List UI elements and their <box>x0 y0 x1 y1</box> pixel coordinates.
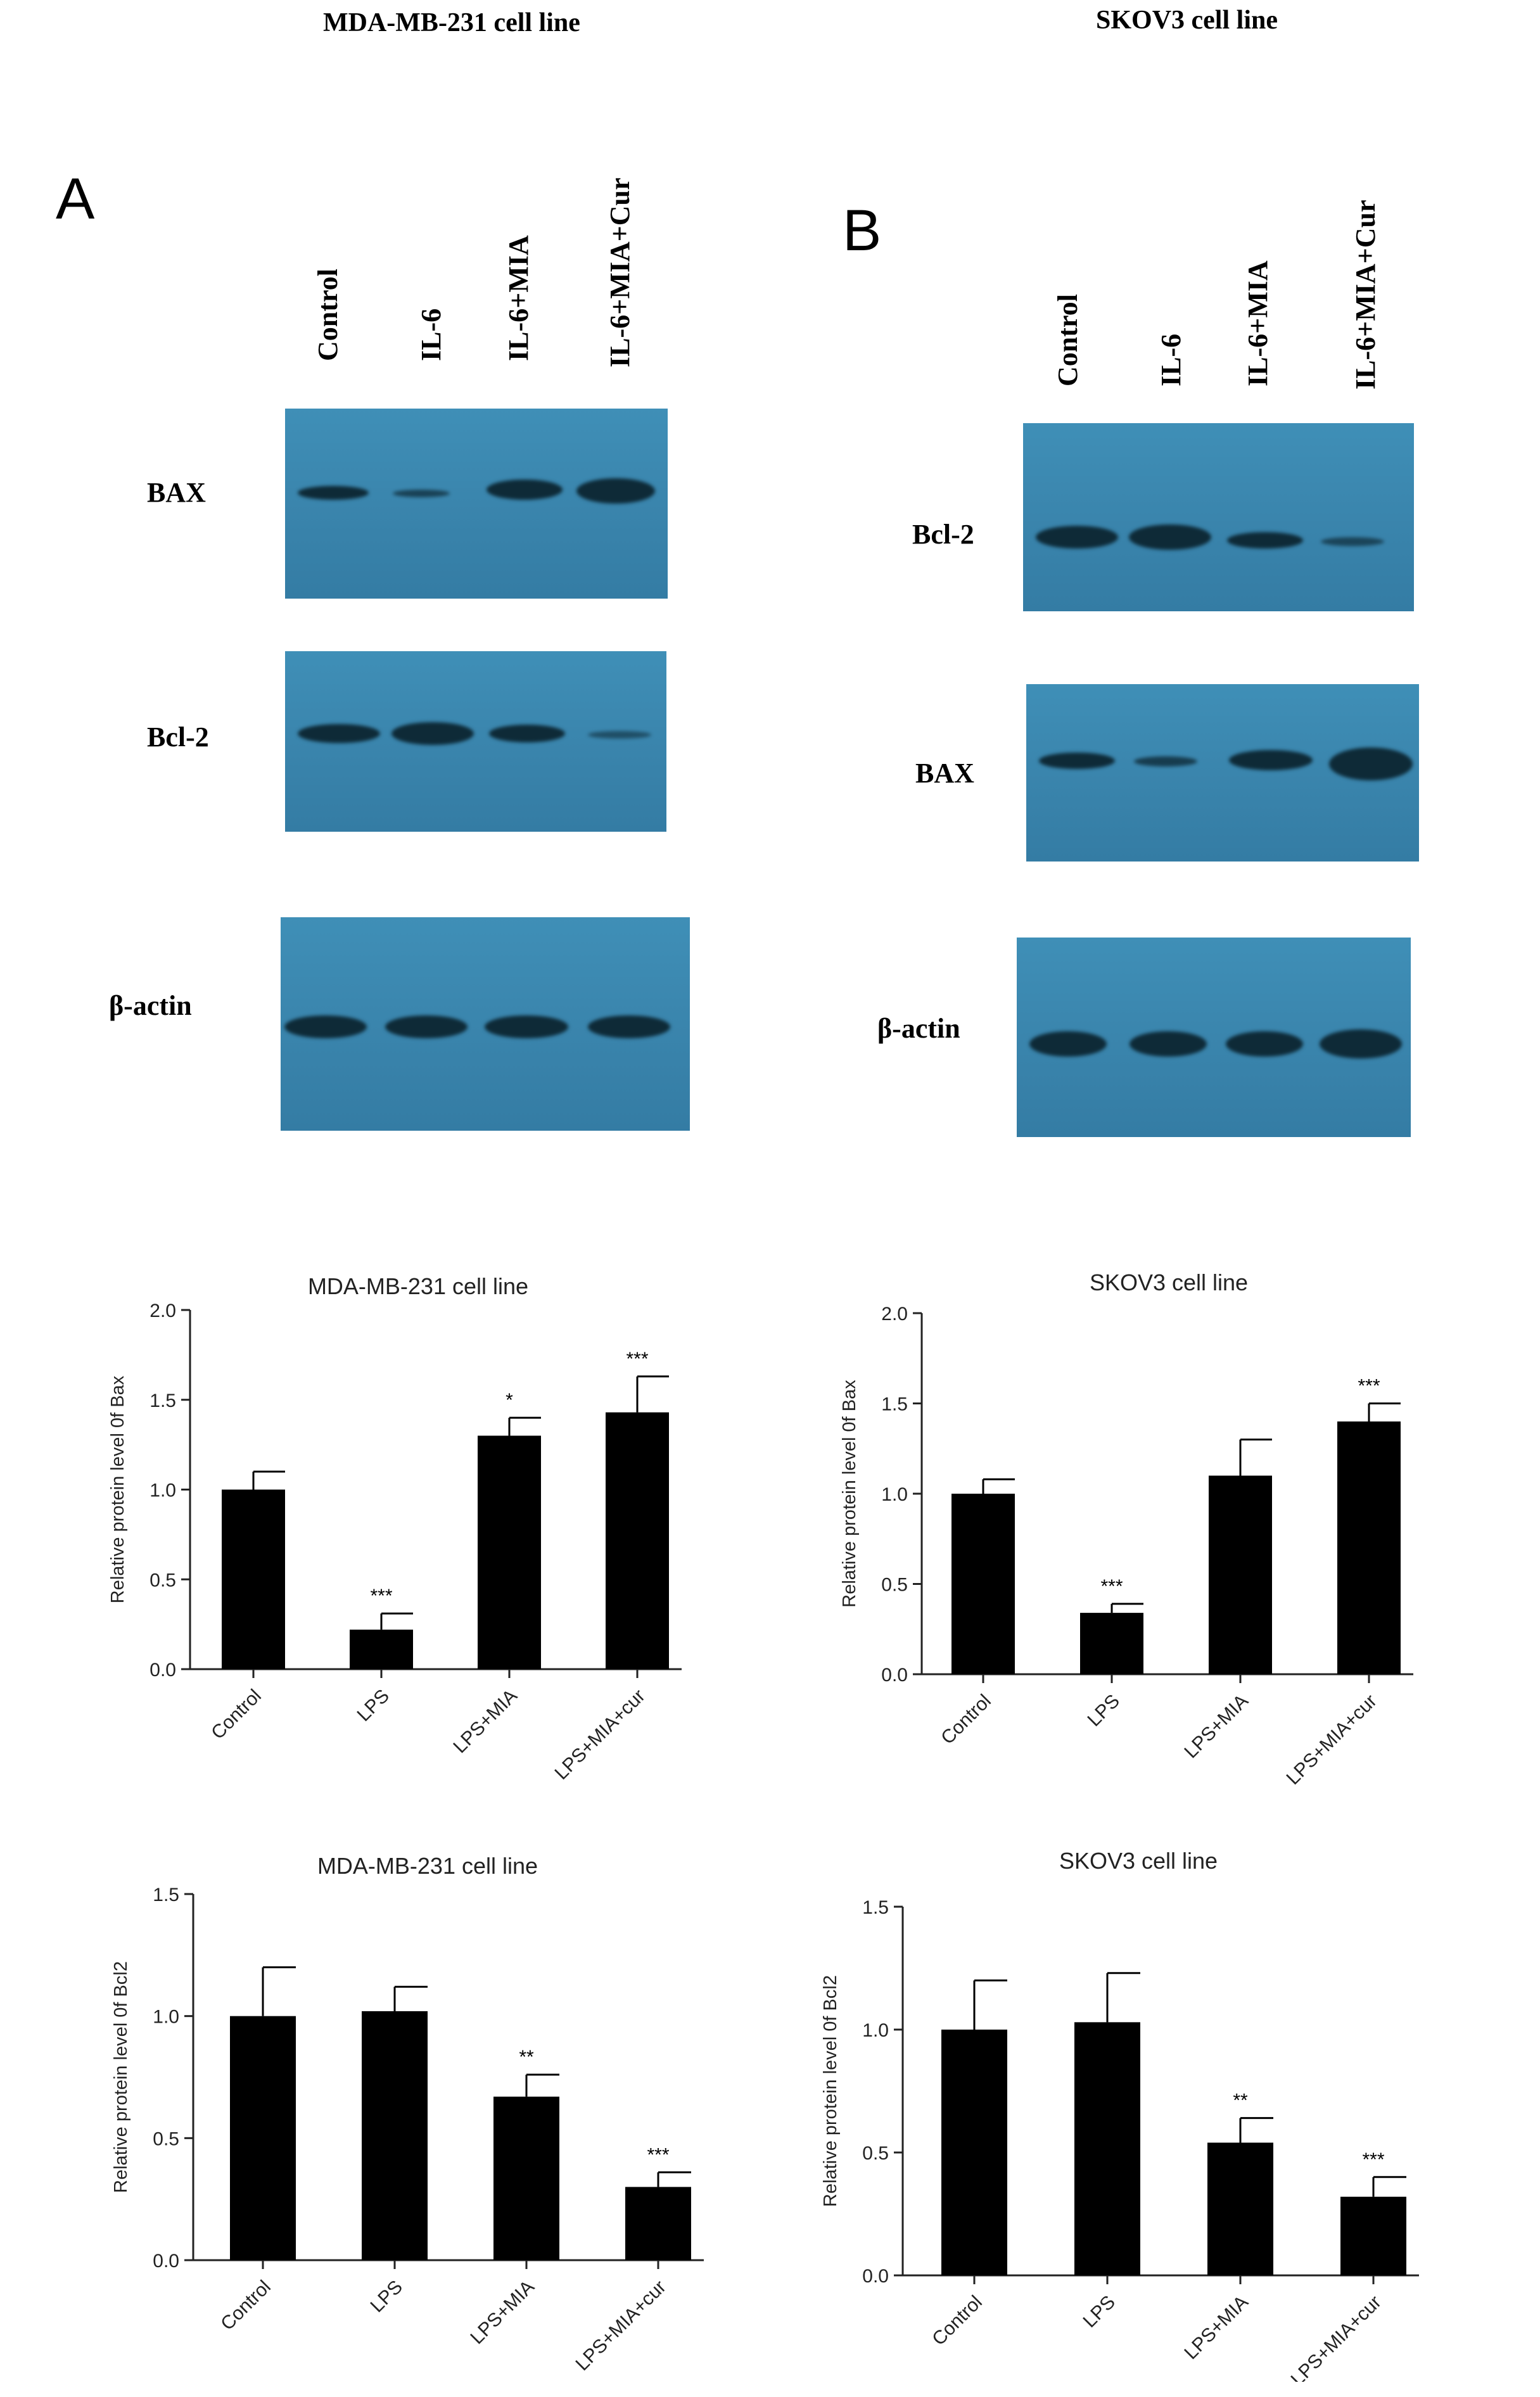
x-tick-label: LPS <box>367 2277 407 2317</box>
significance-label: * <box>506 1390 513 1411</box>
x-tick-label: LPS+MIA+cur <box>572 2277 670 2375</box>
significance-label: ** <box>519 2047 534 2068</box>
lane-label-control: Control <box>1052 294 1083 386</box>
y-tick-label: 0.0 <box>150 1660 176 1681</box>
chart-bcl2-skov3: SKOV3 cell line Relative protein level 0f… <box>820 1848 1419 2382</box>
y-tick-label: 1.0 <box>881 1484 908 1505</box>
bar <box>230 2016 296 2260</box>
lane-label-control: Control <box>312 269 343 361</box>
x-tick-label: Control <box>207 1686 265 1744</box>
bar <box>222 1489 285 1669</box>
x-tick-label: LPS <box>353 1686 393 1726</box>
blot-bax-a <box>285 409 668 599</box>
x-tick-label: LPS+MIA+cur <box>551 1686 649 1784</box>
bar <box>362 2011 428 2260</box>
y-tick-label: 1.0 <box>150 1480 176 1501</box>
y-tick-label: 0.5 <box>153 2128 179 2149</box>
bar <box>478 1435 541 1669</box>
bar <box>350 1629 413 1669</box>
y-tick-label: 0.0 <box>153 2251 179 2272</box>
y-tick-label: 1.5 <box>881 1394 908 1415</box>
y-tick-label: 0.0 <box>881 1665 908 1686</box>
bar <box>1340 2196 1406 2275</box>
x-tick-label: Control <box>217 2277 275 2335</box>
x-tick-label: LPS+MIA <box>1180 1691 1252 1763</box>
chart-title: MDA-MB-231 cell line <box>308 1273 528 1299</box>
y-axis-label: Relative protein level 0f Bcl2 <box>820 1975 841 2207</box>
x-tick-label: LPS+MIA <box>466 2277 538 2349</box>
y-tick-label: 0.5 <box>862 2143 889 2164</box>
significance-label: *** <box>370 1586 392 1606</box>
bar <box>606 1412 669 1669</box>
y-tick-label: 0.5 <box>881 1575 908 1596</box>
y-tick-label: 1.0 <box>862 2020 889 2041</box>
chart-title: MDA-MB-231 cell line <box>317 1853 538 1879</box>
x-tick-label: LPS <box>1079 2292 1119 2332</box>
x-tick-label: LPS+MIA <box>1180 2292 1252 2364</box>
bar <box>1080 1613 1143 1674</box>
significance-label: *** <box>626 1349 648 1370</box>
panel-a-title: MDA-MB-231 cell line <box>323 8 580 37</box>
blot-bcl2-a <box>285 651 666 832</box>
blot-bcl2-b <box>1023 423 1414 611</box>
chart-bcl2-mda: MDA-MB-231 cell line Relative protein lev… <box>111 1853 704 2375</box>
panel-a-letter: A <box>56 167 95 231</box>
blot-beta-actin-b <box>1017 938 1411 1137</box>
bar <box>1337 1421 1401 1674</box>
x-tick-label: LPS+MIA+cur <box>1283 1691 1381 1789</box>
y-axis-label: Relative protein level 0f Bcl2 <box>111 1961 131 2193</box>
x-tick-label: LPS+MIA <box>449 1686 521 1758</box>
y-tick-label: 1.5 <box>862 1897 889 1918</box>
y-tick-label: 1.5 <box>150 1390 176 1411</box>
bar <box>941 2030 1007 2275</box>
panel-b-title: SKOV3 cell line <box>1096 6 1278 35</box>
blot-label-beta-actin: β-actin <box>109 990 192 1021</box>
significance-label: *** <box>1100 1576 1123 1597</box>
y-axis-label: Relative protein level 0f Bax <box>839 1380 860 1608</box>
lane-label-il6: IL-6 <box>416 308 447 361</box>
chart-title: SKOV3 cell line <box>1090 1269 1248 1295</box>
y-tick-label: 2.0 <box>881 1304 908 1325</box>
bar <box>1074 2022 1140 2275</box>
significance-label: *** <box>1358 1376 1380 1397</box>
bar <box>1207 2142 1273 2275</box>
bar <box>951 1494 1015 1674</box>
bar <box>625 2187 691 2260</box>
chart-bax-mda: MDA-MB-231 cell line Relative protein lev… <box>108 1273 682 1784</box>
y-tick-label: 1.5 <box>153 1885 179 1905</box>
lane-label-il6-mia: IL-6+MIA <box>503 235 534 361</box>
blot-label-bax: BAX <box>147 477 206 508</box>
significance-label: *** <box>1362 2149 1384 2170</box>
panel-b-letter: B <box>843 198 882 263</box>
bar <box>1209 1475 1272 1674</box>
x-tick-label: Control <box>937 1691 995 1749</box>
chart-title: SKOV3 cell line <box>1059 1848 1218 1874</box>
blot-label-bcl2: Bcl-2 <box>912 519 974 550</box>
chart-bax-skov3: SKOV3 cell line Relative protein level 0f… <box>839 1269 1413 1789</box>
significance-label: ** <box>1233 2090 1248 2111</box>
y-tick-label: 2.0 <box>150 1300 176 1321</box>
significance-label: *** <box>647 2144 669 2165</box>
lane-label-il6-mia-cur: IL-6+MIA+Cur <box>604 177 635 367</box>
x-tick-label: LPS <box>1084 1691 1124 1731</box>
blot-bax-b <box>1026 684 1419 862</box>
bar <box>493 2096 559 2260</box>
blot-label-beta-actin: β-actin <box>877 1013 960 1044</box>
blot-label-bcl2: Bcl-2 <box>147 722 209 753</box>
y-tick-label: 0.0 <box>862 2266 889 2287</box>
y-tick-label: 1.0 <box>153 2007 179 2028</box>
x-tick-label: Control <box>928 2292 986 2350</box>
lane-label-il6-mia: IL-6+MIA <box>1242 260 1273 386</box>
blot-beta-actin-a <box>281 917 690 1131</box>
y-axis-label: Relative protein level 0f Bax <box>108 1375 128 1603</box>
blot-label-bax: BAX <box>915 758 974 789</box>
lane-label-il6-mia-cur: IL-6+MIA+Cur <box>1350 200 1381 390</box>
x-tick-label: LPS+MIA+cur <box>1287 2292 1385 2382</box>
lane-label-il6: IL-6 <box>1155 333 1187 386</box>
y-tick-label: 0.5 <box>150 1570 176 1591</box>
